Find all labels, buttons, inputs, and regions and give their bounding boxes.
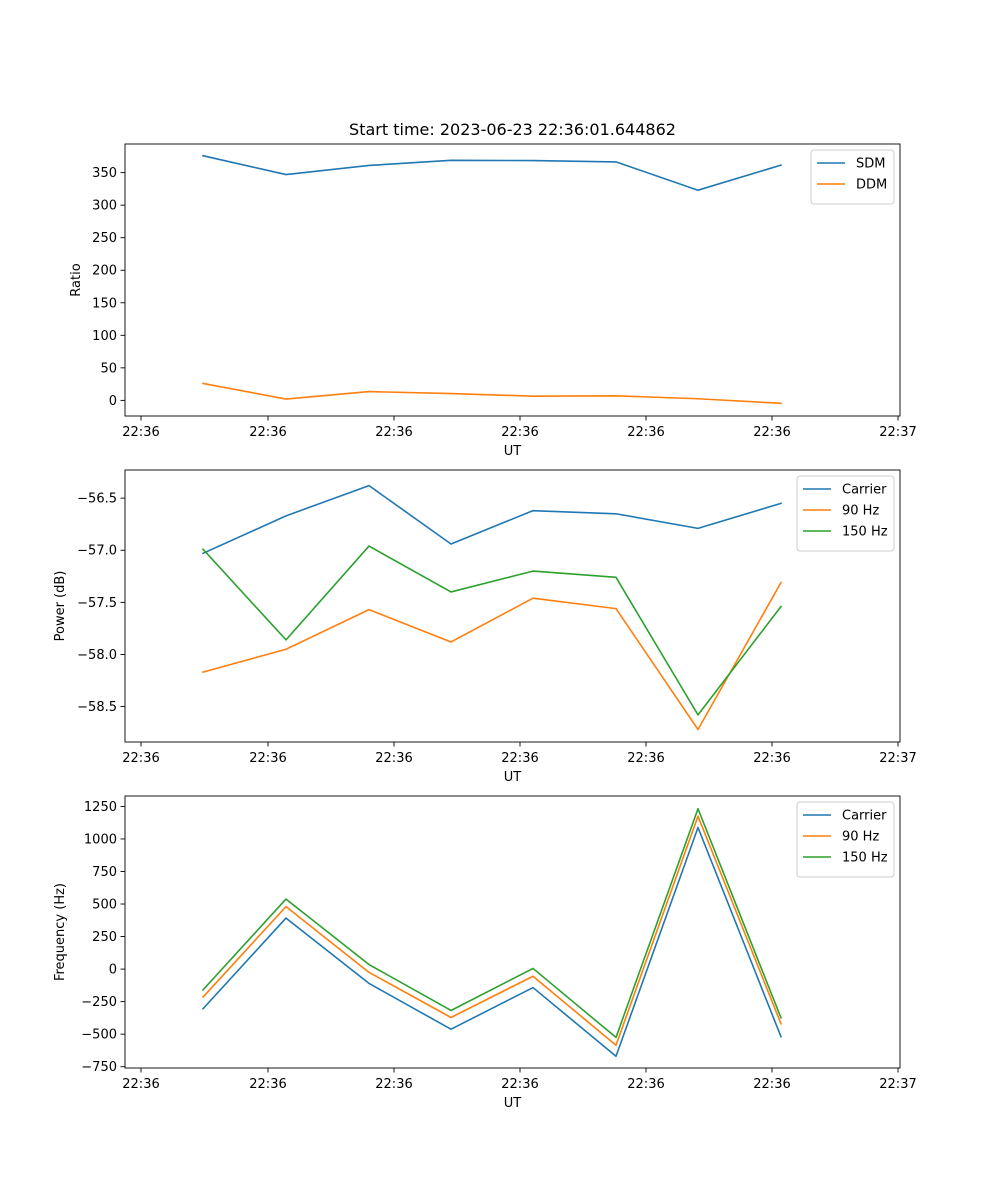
y-tick-label: −750: [81, 1060, 117, 1075]
x-tick-label: 22:36: [375, 751, 412, 766]
y-tick-label: −58.5: [77, 700, 117, 715]
y-axis-label: Frequency (Hz): [53, 883, 68, 981]
x-tick-label: 22:36: [249, 751, 286, 766]
y-tick-label: 150: [92, 296, 117, 311]
y-tick-label: 0: [109, 394, 117, 409]
x-tick-label: 22:36: [753, 751, 790, 766]
x-tick-label: 22:37: [879, 1077, 916, 1092]
axes-frame: [124, 469, 901, 743]
y-tick-label: 0: [109, 963, 117, 978]
y-tick-label: −500: [81, 1028, 117, 1043]
y-tick-label: 500: [92, 898, 117, 913]
x-tick-label: 22:36: [627, 1077, 664, 1092]
legend-entry-label: DDM: [856, 178, 887, 193]
y-tick-label: −56.5: [77, 492, 117, 507]
legend-entry-label: Carrier: [842, 483, 887, 498]
legend-entry-label: 90 Hz: [842, 830, 879, 845]
x-tick-label: 22:36: [501, 751, 538, 766]
y-tick-label: −58.0: [77, 648, 117, 663]
x-tick-label: 22:36: [122, 751, 159, 766]
y-tick-label: −250: [81, 995, 117, 1010]
y-tick-label: 1000: [84, 832, 117, 847]
chart-panel-1: Start time: 2023-06-23 22:36:01.644862 22…: [69, 120, 917, 459]
x-tick-label: 22:37: [879, 425, 916, 440]
y-tick-label: 750: [92, 865, 117, 880]
y-tick-label: 100: [92, 329, 117, 344]
legend: SDM DDM: [810, 149, 895, 205]
x-tick-label: 22:36: [375, 1077, 412, 1092]
series-line-sdm: [202, 154, 782, 191]
series-line-150-hz: [201, 545, 783, 716]
x-tick-label: 22:36: [249, 425, 286, 440]
y-tick-label: 250: [92, 930, 117, 945]
legend-entry-label: 150 Hz: [842, 851, 888, 866]
x-tick-label: 22:36: [627, 425, 664, 440]
x-tick-label: 22:36: [501, 1077, 538, 1092]
x-tick-label: 22:36: [249, 1077, 286, 1092]
x-axis-label: UT: [504, 770, 522, 785]
y-axis-label: Ratio: [69, 263, 84, 296]
series-line-90-hz: [201, 815, 783, 1047]
x-tick-label: 22:36: [753, 425, 790, 440]
y-tick-label: 250: [92, 231, 117, 246]
legend-box: [796, 475, 895, 552]
y-tick-label: 1250: [84, 800, 117, 815]
legend-entry-label: 90 Hz: [842, 504, 879, 519]
y-tick-label: −57.0: [77, 544, 117, 559]
x-tick-label: 22:36: [501, 425, 538, 440]
series-line-carrier: [201, 484, 782, 555]
chart-panel-2: 22:36 22:36 22:36 22:36 22:36 22:36 22:37 −56.5…: [53, 469, 917, 785]
y-tick-label: 300: [92, 199, 117, 214]
y-tick-label: 50: [100, 361, 117, 376]
legend-entry-label: 150 Hz: [842, 525, 888, 540]
legend: Carrier 90 Hz 150 Hz: [796, 475, 895, 552]
x-tick-label: 22:36: [753, 1077, 790, 1092]
legend-entry-label: Carrier: [842, 809, 887, 824]
y-tick-label: −57.5: [77, 596, 117, 611]
x-tick-label: 22:36: [122, 1077, 159, 1092]
series-line-carrier: [201, 826, 783, 1058]
chart-panel-3: 22:36 22:36 22:36 22:36 22:36 22:36 22:37 1250 1…: [53, 795, 917, 1111]
x-tick-label: 22:36: [627, 751, 664, 766]
y-axis-label: Power (dB): [53, 571, 68, 642]
x-axis-label: UT: [504, 1096, 522, 1111]
y-tick-label: 350: [92, 166, 117, 181]
chart-title: Start time: 2023-06-23 22:36:01.644862: [349, 120, 676, 139]
x-tick-label: 22:36: [375, 425, 412, 440]
series-line-90-hz: [202, 581, 783, 731]
x-axis-label: UT: [504, 444, 522, 459]
x-tick-label: 22:37: [879, 751, 916, 766]
y-tick-label: 200: [92, 264, 117, 279]
series-line-150-hz: [201, 807, 783, 1039]
axes-frame: [124, 143, 901, 417]
legend-entry-label: SDM: [856, 157, 885, 172]
series-line-ddm: [202, 382, 782, 405]
legend-box: [796, 801, 895, 878]
x-tick-label: 22:36: [122, 425, 159, 440]
legend: Carrier 90 Hz 150 Hz: [796, 801, 895, 878]
axes-frame: [124, 795, 901, 1069]
